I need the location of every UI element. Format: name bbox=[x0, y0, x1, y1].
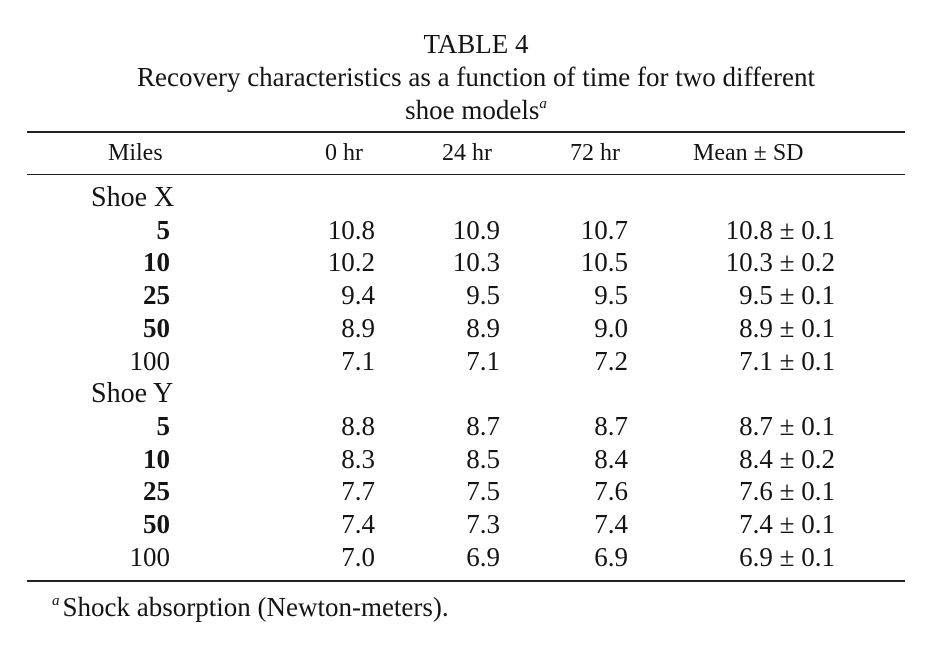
mean-sd-cell: 10.3 ± 0.2 bbox=[725, 247, 835, 278]
mean-sd-cell: 7.4 ± 0.1 bbox=[739, 509, 835, 539]
miles-cell: 50 bbox=[143, 509, 170, 539]
table-row: 25 7.7 7.5 7.6 7.6 ± 0.1 bbox=[0, 476, 952, 508]
footnote-text: Shock absorption (Newton-meters). bbox=[62, 592, 449, 622]
value-72hr-cell: 7.4 bbox=[594, 509, 628, 539]
value-0hr-cell: 8.3 bbox=[341, 443, 375, 474]
value-24hr-cell: 8.5 bbox=[466, 443, 500, 474]
miles-cell: 10 bbox=[143, 443, 170, 474]
column-header-0hr: 0 hr bbox=[325, 140, 363, 166]
group-row: Shoe Y bbox=[0, 378, 952, 410]
mean-sd-cell: 6.9 ± 0.1 bbox=[739, 541, 835, 572]
value-72hr-cell: 7.2 bbox=[594, 345, 628, 376]
value-0hr-cell: 7.1 bbox=[341, 345, 375, 376]
value-72hr-cell: 10.5 bbox=[580, 247, 628, 278]
mean-sd-cell: 7.6 ± 0.1 bbox=[739, 476, 835, 507]
value-24hr-cell: 10.3 bbox=[452, 247, 500, 278]
caption-footnote-mark: a bbox=[539, 96, 547, 112]
mean-sd-cell: 8.7 ± 0.1 bbox=[739, 410, 835, 441]
value-0hr-cell: 9.4 bbox=[341, 280, 375, 311]
table-row: 50 7.4 7.3 7.4 7.4 ± 0.1 bbox=[0, 509, 952, 541]
miles-cell: 25 bbox=[143, 280, 170, 311]
mean-sd-cell: 8.4 ± 0.2 bbox=[739, 443, 835, 474]
group-row: Shoe X bbox=[0, 182, 952, 214]
value-0hr-cell: 10.2 bbox=[327, 247, 375, 278]
value-0hr-cell: 8.8 bbox=[341, 410, 375, 441]
value-0hr-cell: 7.4 bbox=[341, 509, 375, 539]
value-24hr-cell: 9.5 bbox=[466, 280, 500, 311]
value-72hr-cell: 6.9 bbox=[594, 541, 628, 572]
value-72hr-cell: 7.6 bbox=[594, 476, 628, 507]
value-24hr-cell: 7.3 bbox=[466, 509, 500, 539]
value-0hr-cell: 8.9 bbox=[341, 312, 375, 343]
table-row: 5 10.8 10.9 10.7 10.8 ± 0.1 bbox=[0, 215, 952, 247]
value-0hr-cell: 10.8 bbox=[327, 214, 375, 245]
table-row: 25 9.4 9.5 9.5 9.5 ± 0.1 bbox=[0, 280, 952, 312]
miles-cell: 5 bbox=[156, 410, 171, 441]
table-heading: TABLE 4 bbox=[423, 29, 529, 59]
column-header-72hr: 72 hr bbox=[570, 140, 620, 166]
footnote-mark: a bbox=[52, 593, 60, 609]
mean-sd-cell: 9.5 ± 0.1 bbox=[739, 280, 835, 311]
group-label: Shoe X bbox=[91, 182, 175, 213]
table-header-rule bbox=[27, 174, 905, 175]
value-24hr-cell: 7.1 bbox=[466, 345, 500, 376]
group-label: Shoe Y bbox=[91, 378, 174, 410]
table-caption: TABLE 4 Recovery characteristics as a fu… bbox=[0, 28, 952, 127]
table-row: 5 8.8 8.7 8.7 8.7 ± 0.1 bbox=[0, 411, 952, 443]
table-row: 100 7.1 7.1 7.2 7.1 ± 0.1 bbox=[0, 346, 952, 378]
value-24hr-cell: 6.9 bbox=[466, 541, 500, 572]
table-header-row: Miles 0 hr 24 hr 72 hr Mean ± SD bbox=[0, 140, 952, 172]
mean-sd-cell: 8.9 ± 0.1 bbox=[739, 312, 835, 343]
value-72hr-cell: 9.5 bbox=[594, 280, 628, 311]
table-caption-line-2: shoe modelsa bbox=[0, 94, 952, 127]
miles-cell: 100 bbox=[129, 541, 171, 572]
miles-cell: 10 bbox=[143, 247, 170, 278]
value-24hr-cell: 10.9 bbox=[452, 214, 500, 245]
column-header-miles: Miles bbox=[108, 140, 163, 166]
value-72hr-cell: 8.4 bbox=[594, 443, 628, 474]
miles-cell: 25 bbox=[143, 476, 170, 507]
table-row: 50 8.9 8.9 9.0 8.9 ± 0.1 bbox=[0, 313, 952, 345]
value-24hr-cell: 7.5 bbox=[466, 476, 500, 507]
miles-cell: 100 bbox=[129, 345, 171, 376]
table-top-rule bbox=[27, 131, 905, 133]
mean-sd-cell: 7.1 ± 0.1 bbox=[739, 345, 835, 376]
value-0hr-cell: 7.7 bbox=[341, 476, 375, 507]
column-header-mean-sd: Mean ± SD bbox=[693, 140, 804, 166]
miles-cell: 5 bbox=[156, 214, 171, 245]
column-header-24hr: 24 hr bbox=[442, 140, 492, 166]
value-24hr-cell: 8.9 bbox=[466, 312, 500, 343]
table-row: 10 10.2 10.3 10.5 10.3 ± 0.2 bbox=[0, 247, 952, 279]
mean-sd-cell: 10.8 ± 0.1 bbox=[725, 214, 835, 245]
value-0hr-cell: 7.0 bbox=[341, 541, 375, 572]
table-caption-line-2-text: shoe models bbox=[405, 95, 540, 125]
value-72hr-cell: 10.7 bbox=[580, 214, 628, 245]
value-24hr-cell: 8.7 bbox=[466, 410, 500, 441]
table-row: 10 8.3 8.5 8.4 8.4 ± 0.2 bbox=[0, 444, 952, 476]
value-72hr-cell: 9.0 bbox=[594, 312, 628, 343]
table-row: 100 7.0 6.9 6.9 6.9 ± 0.1 bbox=[0, 542, 952, 574]
value-72hr-cell: 8.7 bbox=[594, 410, 628, 441]
table-caption-line-1: Recovery characteristics as a function o… bbox=[137, 62, 815, 92]
miles-cell: 50 bbox=[143, 312, 170, 343]
table-bottom-rule bbox=[27, 580, 905, 582]
table-footnote: a Shock absorption (Newton-meters). bbox=[52, 592, 449, 623]
